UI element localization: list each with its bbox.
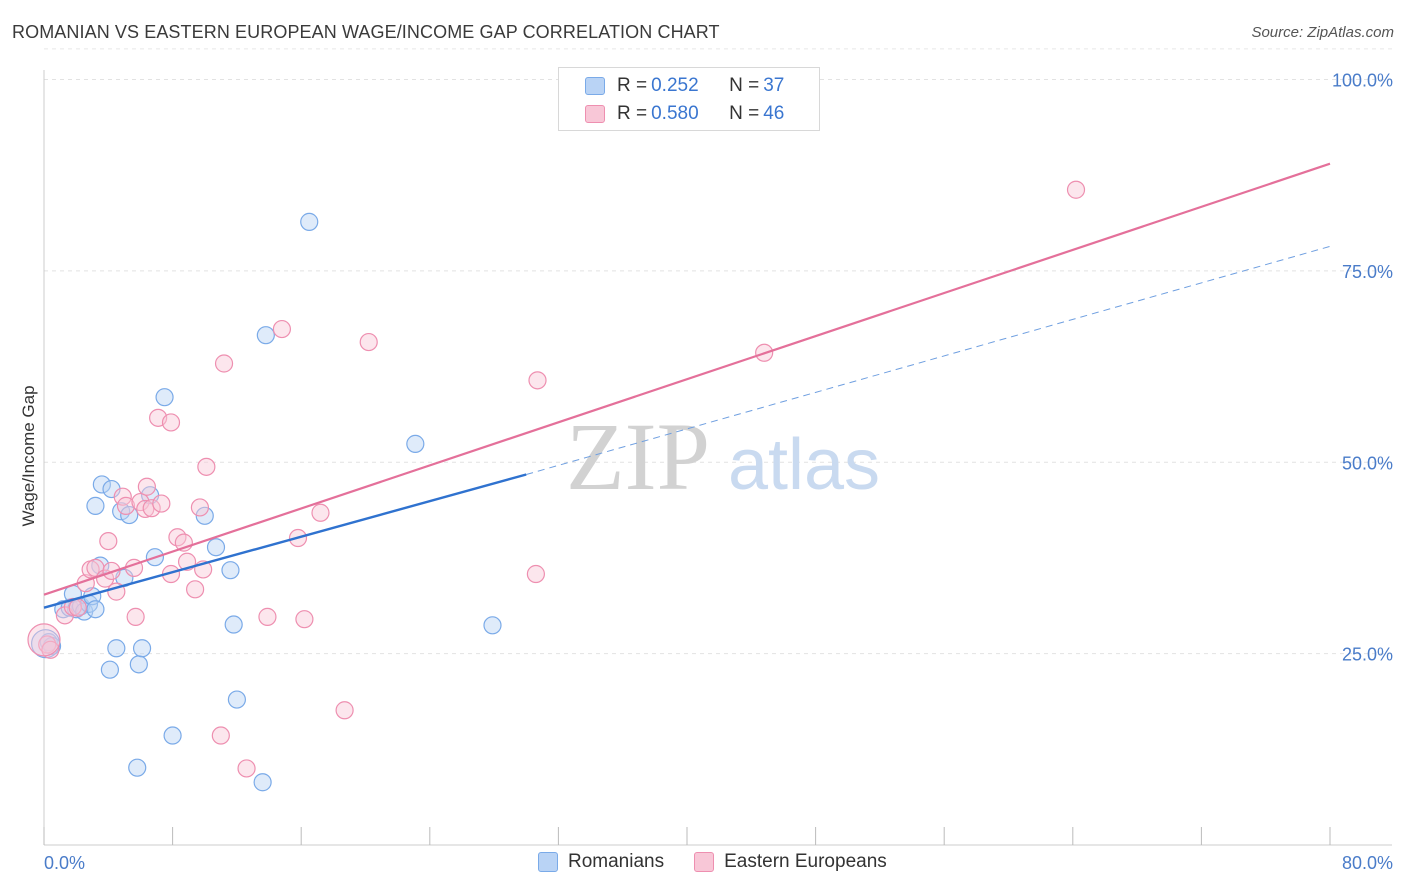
n-value-eastern-europeans: 46 <box>763 103 785 124</box>
stats-legend: R = 0.252 N = 37 R = 0.580 N = 46 <box>558 67 820 131</box>
eastern-europeans-swatch <box>585 105 605 123</box>
eastern-europeans-trend-line <box>43 162 1331 596</box>
legend-item-eastern-europeans[interactable]: Eastern Europeans <box>694 851 887 873</box>
data-point <box>107 639 126 658</box>
data-point <box>136 499 155 519</box>
legend-row-romanians: R = 0.252 N = 37 <box>585 74 784 98</box>
data-point <box>126 607 145 626</box>
data-point <box>86 496 105 515</box>
n-label: N = <box>729 103 760 124</box>
r-value-eastern-europeans: 0.580 <box>651 103 699 124</box>
trend-lines <box>43 162 1331 609</box>
data-point <box>38 635 57 654</box>
data-point <box>116 496 136 515</box>
data-point <box>256 326 275 345</box>
data-point <box>214 354 234 373</box>
axes <box>43 70 1392 846</box>
y-tick-label: 25.0% <box>1342 645 1393 665</box>
romanians-swatch <box>585 77 605 95</box>
chart-title: ROMANIAN VS EASTERN EUROPEAN WAGE/INCOME… <box>12 22 720 42</box>
r-label: R = <box>617 103 648 124</box>
romanians-trend-extension <box>526 245 1331 475</box>
watermark-zip: ZIP <box>566 403 710 510</box>
legend-label-romanians: Romanians <box>568 851 665 872</box>
data-point <box>142 499 161 518</box>
data-point <box>1066 180 1086 199</box>
data-point <box>359 332 378 352</box>
data-point <box>253 773 272 792</box>
data-point <box>128 758 147 777</box>
data-point <box>224 615 243 634</box>
data-point <box>300 212 319 231</box>
y-tick-label: 75.0% <box>1342 262 1393 282</box>
series-legend: Romanians Eastern Europeans <box>538 851 917 873</box>
eastern-europeans-points <box>27 180 1086 778</box>
x-tick-label-max: 80.0% <box>1342 853 1393 873</box>
data-point <box>99 531 118 551</box>
watermark-atlas: atlas <box>728 425 880 505</box>
data-point <box>526 564 545 584</box>
data-point <box>528 371 547 390</box>
data-point <box>237 759 256 778</box>
data-point <box>211 726 230 745</box>
legend-row-eastern-europeans: R = 0.580 N = 46 <box>585 102 784 126</box>
data-point <box>161 413 181 432</box>
data-point <box>129 655 148 674</box>
data-point <box>258 607 277 626</box>
data-point <box>155 388 174 407</box>
data-point <box>163 726 182 745</box>
legend-label-eastern-europeans: Eastern Europeans <box>724 851 887 872</box>
data-point <box>406 434 425 453</box>
data-point <box>63 597 83 617</box>
romanians-legend-swatch <box>538 852 558 872</box>
data-point <box>68 598 87 617</box>
data-point <box>206 538 226 557</box>
data-point <box>186 580 205 599</box>
eastern-europeans-legend-swatch <box>694 852 715 872</box>
y-tick-label: 100.0% <box>1332 71 1393 91</box>
data-point <box>295 610 314 629</box>
romanians-trend-line <box>43 473 527 609</box>
x-tick-label-min: 0.0% <box>44 853 85 873</box>
data-point <box>190 498 210 517</box>
data-point <box>272 319 292 339</box>
data-point <box>41 640 60 659</box>
data-point <box>86 600 105 619</box>
data-point <box>137 477 156 496</box>
r-label: R = <box>617 75 648 96</box>
data-point <box>195 506 214 525</box>
gridlines <box>44 48 1392 655</box>
data-point <box>221 561 240 580</box>
data-point <box>227 690 246 709</box>
data-point <box>335 701 354 720</box>
data-point <box>132 639 152 658</box>
r-value-romanians: 0.252 <box>651 75 699 96</box>
y-axis-label: Wage/Income Gap <box>19 385 38 526</box>
source-label: Source: ZipAtlas.com <box>1251 24 1394 41</box>
data-point <box>27 623 61 657</box>
data-point <box>197 457 216 476</box>
data-point <box>311 503 330 522</box>
data-point <box>152 494 171 513</box>
data-point <box>100 660 120 679</box>
data-point <box>483 616 502 635</box>
watermark: ZIP atlas <box>566 403 880 510</box>
y-tick-label: 50.0% <box>1342 453 1393 473</box>
data-point <box>92 475 111 494</box>
legend-item-romanians[interactable]: Romanians <box>538 851 664 873</box>
n-value-romanians: 37 <box>763 75 785 96</box>
tick-labels: 25.0% 50.0% 75.0% 100.0% 0.0% 80.0% <box>44 71 1393 874</box>
n-label: N = <box>729 75 760 96</box>
